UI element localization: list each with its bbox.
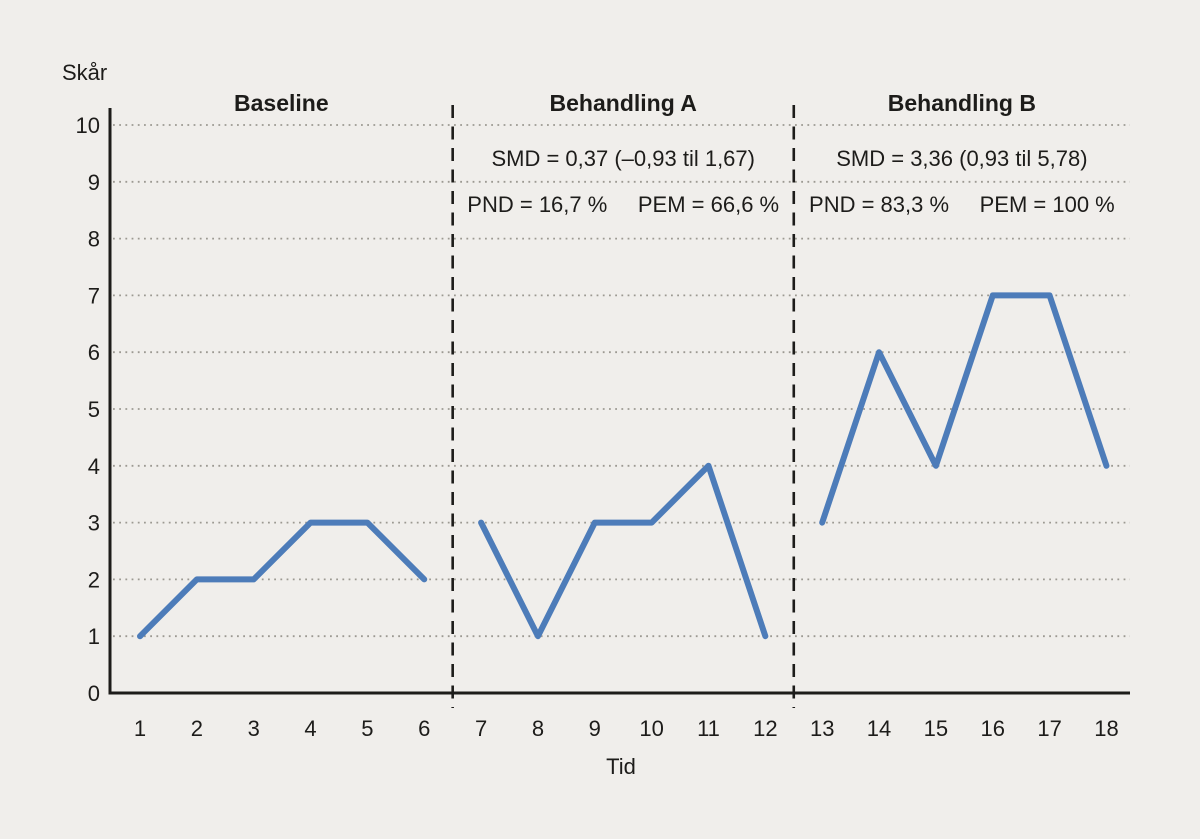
x-tick-label: 6 — [418, 716, 430, 741]
series-line — [478, 462, 769, 640]
y-tick-label: 1 — [88, 624, 100, 649]
series-line — [137, 519, 428, 640]
smd-annotation: SMD = 3,36 (0,93 til 5,78) — [836, 146, 1087, 171]
x-tick-label: 12 — [753, 716, 777, 741]
x-tick-label: 1 — [134, 716, 146, 741]
x-tick-label: 3 — [248, 716, 260, 741]
x-tick-label: 2 — [191, 716, 203, 741]
y-tick-label: 0 — [88, 681, 100, 706]
x-tick-label: 4 — [304, 716, 316, 741]
y-tick-label: 8 — [88, 227, 100, 252]
x-tick-label: 9 — [589, 716, 601, 741]
y-tick-label: 2 — [88, 567, 100, 592]
pnd-pem-annotation: PND = 83,3 % PEM = 100 % — [809, 192, 1115, 217]
x-tick-label: 18 — [1094, 716, 1118, 741]
x-tick-label: 13 — [810, 716, 834, 741]
pnd-pem-annotation: PND = 16,7 % PEM = 66,6 % — [467, 192, 779, 217]
y-tick-label: 4 — [88, 454, 100, 479]
y-tick-label: 9 — [88, 170, 100, 195]
x-tick-label: 16 — [981, 716, 1005, 741]
smd-annotation: SMD = 0,37 (–0,93 til 1,67) — [491, 146, 755, 171]
x-tick-label: 10 — [639, 716, 663, 741]
y-tick-label: 7 — [88, 283, 100, 308]
series-line — [819, 292, 1110, 526]
x-tick-label: 17 — [1037, 716, 1061, 741]
y-tick-label: 10 — [76, 113, 100, 138]
y-tick-label: 3 — [88, 511, 100, 536]
x-tick-label: 15 — [924, 716, 948, 741]
phase-title: Behandling B — [888, 90, 1036, 116]
y-tick-label: 6 — [88, 340, 100, 365]
x-tick-label: 8 — [532, 716, 544, 741]
y-tick-label: 5 — [88, 397, 100, 422]
y-axis-title: Skår — [62, 60, 107, 85]
x-tick-label: 14 — [867, 716, 891, 741]
phase-title: Behandling A — [550, 90, 697, 116]
x-axis-title: Tid — [606, 754, 636, 779]
phase-title: Baseline — [234, 90, 329, 116]
x-tick-label: 7 — [475, 716, 487, 741]
x-tick-label: 5 — [361, 716, 373, 741]
x-tick-label: 11 — [697, 716, 720, 741]
